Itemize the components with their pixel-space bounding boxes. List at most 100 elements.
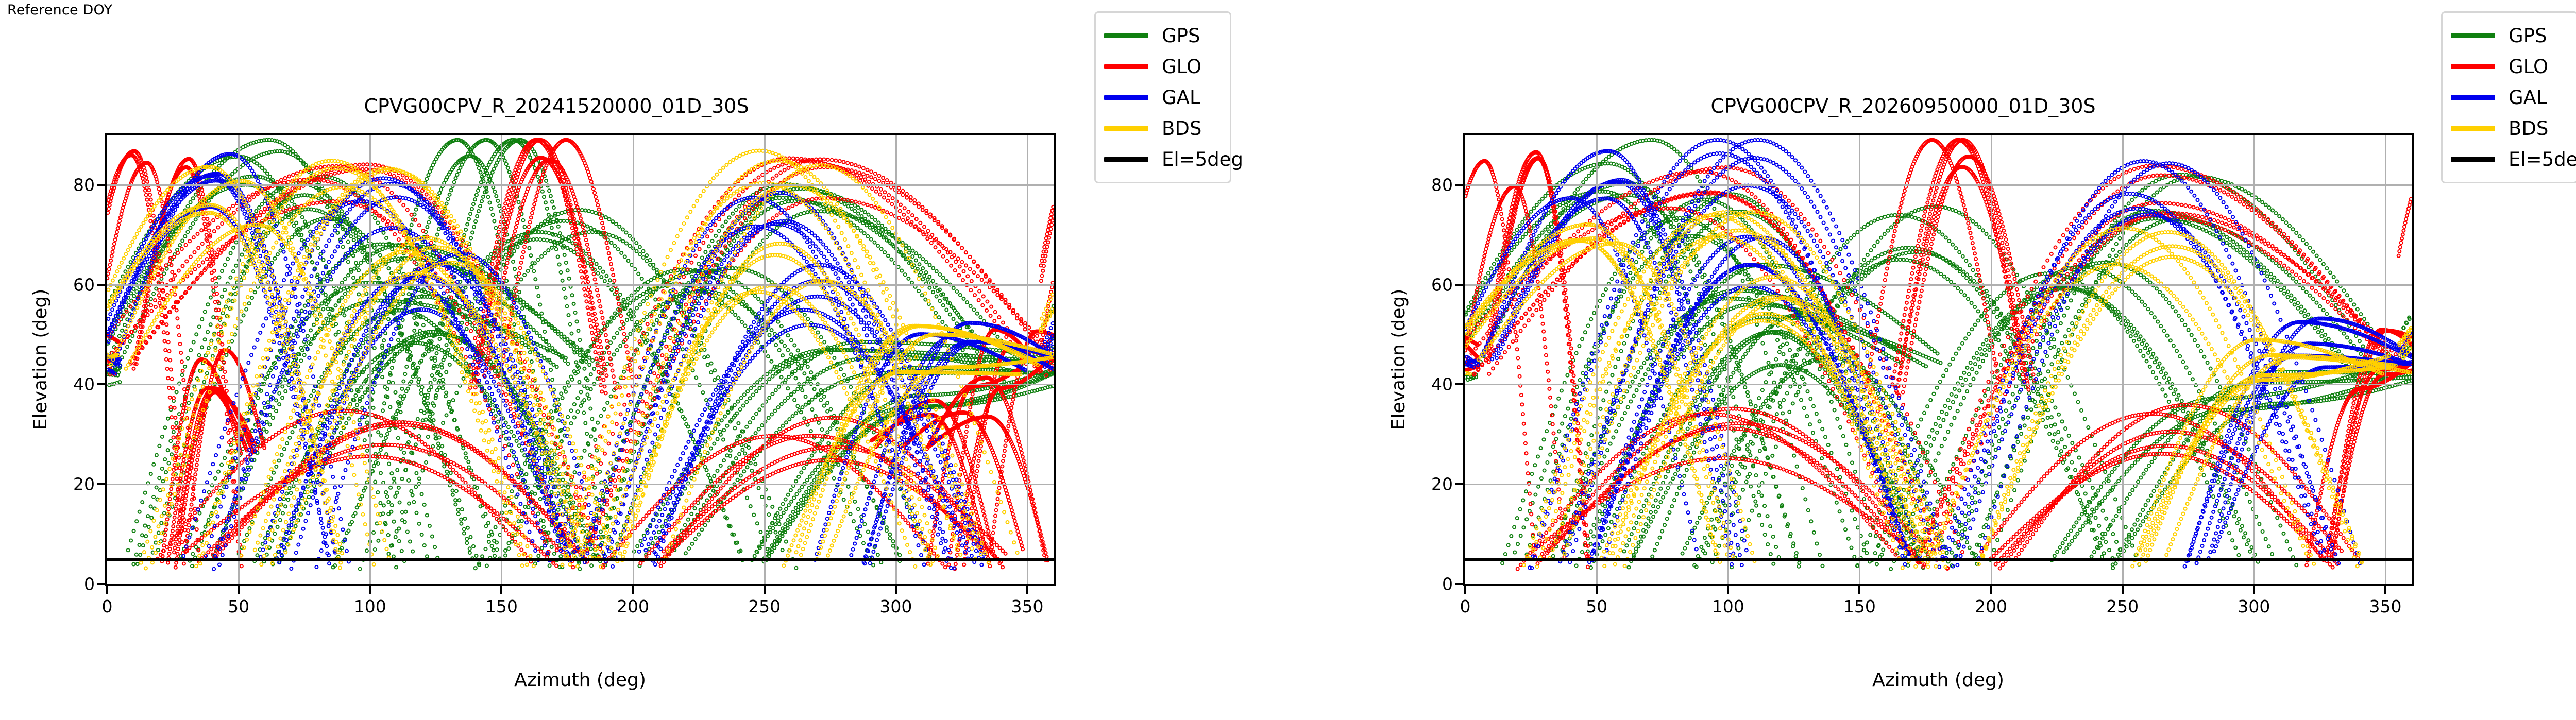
gridline-horizontal <box>107 384 1054 386</box>
x-tick-label: 0 <box>1460 596 1471 616</box>
x-tick-label: 250 <box>748 596 781 616</box>
y-tick <box>97 483 105 486</box>
x-tick-label: 200 <box>1975 596 2007 616</box>
gridline-vertical <box>1727 135 1730 584</box>
x-tick-label: 350 <box>2369 596 2401 616</box>
legend-swatch-gps <box>2451 33 2495 38</box>
plot-area-right[interactable] <box>1463 133 2414 586</box>
legend-item-gal[interactable]: GAL <box>2451 82 2566 113</box>
elevation-mask-line <box>107 557 1054 561</box>
sky-track-canvas-left <box>107 138 1054 571</box>
x-tick-label: 250 <box>2106 596 2139 616</box>
legend-item-glo[interactable]: GLO <box>2451 51 2566 82</box>
x-tick <box>1596 586 1598 594</box>
plot-area-left[interactable] <box>105 133 1056 586</box>
legend-label: GLO <box>2509 57 2548 76</box>
gridline-horizontal <box>1465 284 2412 286</box>
legend-item-gal[interactable]: GAL <box>1104 82 1219 113</box>
x-tick <box>1727 586 1730 594</box>
sky-track-canvas-right <box>1465 138 2412 571</box>
x-tick <box>2384 586 2386 594</box>
y-tick-label: 20 <box>51 474 95 494</box>
y-tick-label: 60 <box>51 275 95 295</box>
gridline-vertical <box>1990 135 1992 584</box>
gridline-vertical <box>501 135 503 584</box>
gridline-vertical <box>238 135 240 584</box>
x-tick <box>763 586 766 594</box>
x-tick-label: 100 <box>1712 596 1744 616</box>
y-tick <box>97 583 105 585</box>
chart-panel-right: CPVG00CPV_R_20260950000_01D_30S Elevatio… <box>1347 0 2576 720</box>
y-axis-label-left: Elevation (deg) <box>30 289 51 431</box>
legend-swatch-glo <box>2451 64 2495 69</box>
x-tick-label: 100 <box>354 596 386 616</box>
elevation-mask-line <box>1465 557 2412 561</box>
x-tick <box>238 586 240 594</box>
x-tick-label: 150 <box>485 596 518 616</box>
x-tick <box>894 586 897 594</box>
gridline-vertical <box>1859 135 1861 584</box>
x-tick <box>369 586 371 594</box>
legend-swatch-gps <box>1104 33 1148 38</box>
y-tick-label: 40 <box>1409 374 1453 395</box>
legend-item-elmask[interactable]: El=5deg <box>1104 144 1243 175</box>
gridline-vertical <box>1596 135 1598 584</box>
x-tick <box>2252 586 2255 594</box>
x-tick <box>1026 586 1028 594</box>
chart-panel-left: CPVG00CPV_R_20241520000_01D_30S Elevatio… <box>30 95 1056 691</box>
y-tick <box>1455 583 1463 585</box>
legend-item-gps[interactable]: GPS <box>2451 20 2566 51</box>
gridline-vertical <box>1026 135 1028 584</box>
legend-swatch-el-5deg <box>2451 157 2495 162</box>
y-tick <box>97 283 105 286</box>
legend-left: GPS GLO GAL BDS El=5deg <box>1094 11 1243 183</box>
y-tick-label: 20 <box>1409 474 1453 494</box>
y-tick <box>1455 383 1463 386</box>
y-tick-label: 80 <box>1409 175 1453 195</box>
y-tick <box>1455 483 1463 486</box>
gridline-vertical <box>369 135 371 584</box>
x-tick-label: 150 <box>1843 596 1876 616</box>
legend-item-bds[interactable]: BDS <box>1104 113 1219 144</box>
track-group-bds <box>107 148 1054 571</box>
legend-label: GPS <box>2509 26 2547 45</box>
y-tick <box>97 383 105 386</box>
track-group-gal <box>107 151 1054 571</box>
gridline-horizontal <box>107 284 1054 286</box>
x-tick-label: 200 <box>617 596 649 616</box>
y-tick-label: 80 <box>51 175 95 195</box>
legend-label: El=5deg <box>2509 150 2576 169</box>
x-axis-label-right: Azimuth (deg) <box>1872 670 2004 691</box>
track-group-glo <box>107 138 1054 571</box>
legend-item-bds[interactable]: BDS <box>2451 113 2566 144</box>
legend-label: GAL <box>2509 88 2547 107</box>
panel-title-right: CPVG00CPV_R_20260950000_01D_30S <box>1388 95 2418 117</box>
x-axis-label-left: Azimuth (deg) <box>514 670 646 691</box>
gridline-vertical <box>2253 135 2255 584</box>
x-tick-label: 50 <box>228 596 249 616</box>
legend-item-elmask[interactable]: El=5deg <box>2451 144 2576 175</box>
gridline-horizontal <box>107 184 1054 186</box>
gridline-horizontal <box>1465 384 2412 386</box>
gridline-vertical <box>895 135 897 584</box>
gridline-vertical <box>764 135 766 584</box>
legend-swatch-glo <box>1104 64 1148 69</box>
legend-swatch-el-5deg <box>1104 157 1148 162</box>
y-tick <box>97 183 105 186</box>
legend-right: GPS GLO GAL BDS El=5deg <box>2441 11 2576 183</box>
x-tick-label: 0 <box>102 596 113 616</box>
x-tick-label: 300 <box>2238 596 2270 616</box>
legend-label: GLO <box>1162 57 1201 76</box>
gridline-vertical <box>2384 135 2386 584</box>
legend-swatch-gal <box>1104 95 1148 100</box>
x-tick <box>106 586 108 594</box>
x-tick-label: 50 <box>1586 596 1607 616</box>
gridline-vertical <box>632 135 634 584</box>
x-tick <box>2121 586 2124 594</box>
legend-item-gps[interactable]: GPS <box>1104 20 1219 51</box>
legend-label: GAL <box>1162 88 1200 107</box>
legend-item-glo[interactable]: GLO <box>1104 51 1219 82</box>
y-axis-label-right: Elevation (deg) <box>1388 289 1409 431</box>
x-tick <box>632 586 634 594</box>
